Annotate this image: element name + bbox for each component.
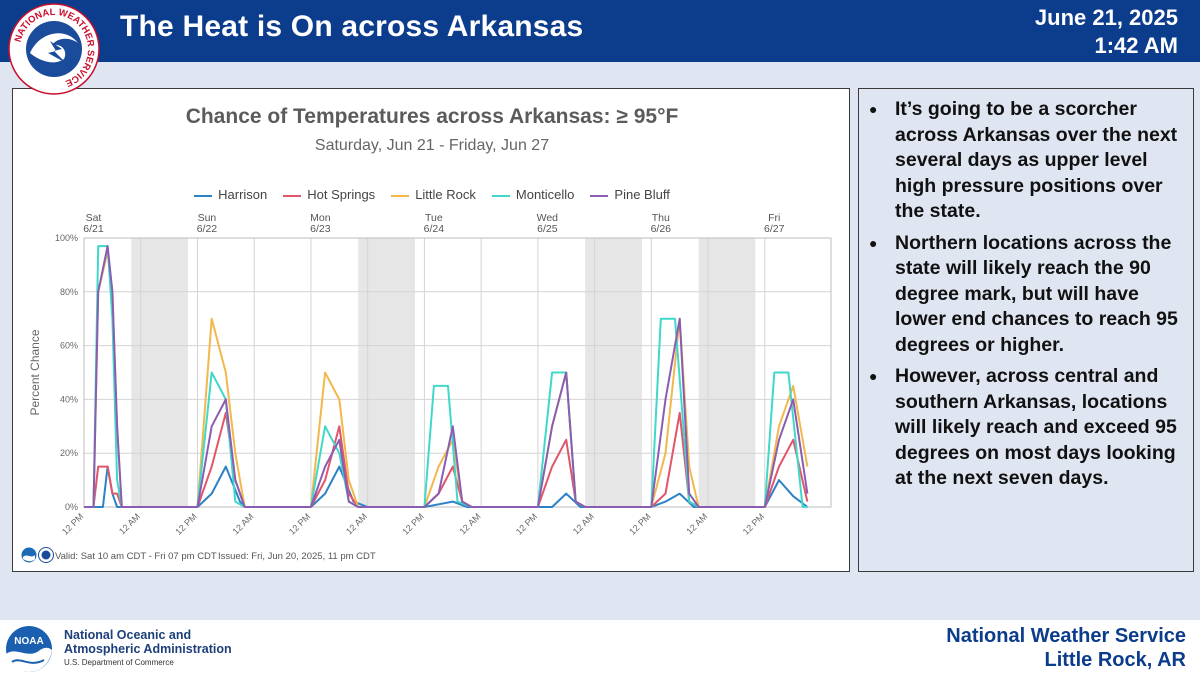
nws-office-line2: Little Rock, AR [1044, 649, 1187, 671]
x-tick-label: 12 PM [60, 511, 85, 536]
nws-office: National Weather Service Little Rock, AR [946, 624, 1186, 672]
series-line-pine-bluff [84, 245, 809, 508]
legend-label: Pine Bluff [614, 187, 670, 202]
legend-swatch [283, 194, 302, 197]
x-tick-label: 12 PM [400, 511, 425, 536]
x-tick-label: 12 PM [514, 511, 539, 536]
legend-item[interactable]: Little Rock [391, 187, 476, 202]
issue-datetime: June 21, 2025 1:42 AM [1035, 4, 1178, 60]
y-tick-label: 100% [55, 233, 78, 243]
legend-item[interactable]: Pine Bluff [590, 187, 670, 202]
nws-office-line1: National Weather Service [946, 625, 1186, 647]
x-tick-label: 12 AM [684, 511, 709, 536]
bullet-dot-icon: ● [869, 101, 878, 117]
x-tick-label: 12 PM [287, 511, 312, 536]
issued-time: Issued: Fri, Jun 20, 2025, 11 pm CDT [218, 551, 376, 562]
chart-panel: Chance of Temperatures across Arkansas: … [12, 88, 850, 572]
header-bar: The Heat is On across Arkansas June 21, … [0, 0, 1200, 62]
night-shading [131, 238, 189, 507]
plot-border [83, 237, 832, 508]
nws-logo: NATIONAL WEATHER SERVICE [8, 3, 100, 95]
noaa-name: National Oceanic and Atmospheric Adminis… [64, 628, 232, 656]
noaa-department: U.S. Department of Commerce [64, 658, 174, 667]
y-tick-label: 20% [60, 448, 78, 458]
legend-label: Monticello [515, 187, 575, 202]
y-tick-label: 40% [60, 394, 78, 404]
chart-legend: Harrison Hot Springs Little Rock Monticello… [13, 187, 851, 202]
day-label: Wed [537, 212, 559, 224]
day-label: Tue [425, 212, 443, 224]
date-label: 6/22 [197, 223, 218, 235]
x-tick-label: 12 PM [173, 511, 198, 536]
legend-label: Little Rock [415, 187, 476, 202]
date-label: 6/26 [651, 223, 672, 235]
legend-item[interactable]: Harrison [194, 187, 267, 202]
bullet-item: ● However, across central and southern Ar… [869, 364, 1183, 492]
day-label: Mon [310, 212, 331, 224]
day-label: Sat [86, 212, 102, 224]
issue-date: June 21, 2025 [1034, 5, 1178, 30]
bullet-text: However, across central and southern Ark… [895, 365, 1177, 489]
noaa-logo-text: NOAA [14, 636, 43, 647]
x-tick-label: 12 PM [741, 511, 766, 536]
x-tick-label: 12 AM [344, 511, 369, 536]
date-label: 6/24 [424, 223, 445, 235]
valid-period: Valid: Sat 10 am CDT - Fri 07 pm CDT [55, 551, 217, 562]
bullet-dot-icon: ● [869, 234, 878, 251]
agency-small-logos [21, 547, 54, 563]
bullet-dot-icon: ● [869, 368, 878, 384]
noaa-name-line2: Atmospheric Administration [64, 642, 232, 656]
y-tick-label: 80% [60, 287, 78, 297]
night-shading [585, 238, 642, 507]
footer-bar: NOAA National Oceanic and Atmospheric Ad… [0, 620, 1200, 675]
x-tick-label: 12 AM [117, 511, 142, 536]
bullet-item: ● Northern locations across the state wil… [869, 231, 1183, 359]
bullet-item: ● It’s going to be a scorcher across Arka… [869, 97, 1183, 225]
day-label: Fri [768, 212, 780, 224]
legend-label: Hot Springs [307, 187, 376, 202]
legend-swatch [391, 194, 410, 197]
night-shading [358, 238, 415, 507]
date-label: 6/23 [310, 223, 331, 235]
day-label: Sun [198, 212, 217, 224]
bullet-text: It’s going to be a scorcher across Arkan… [895, 98, 1178, 222]
page-title: The Heat is On across Arkansas [120, 10, 584, 43]
bullet-text: Northern locations across the state will… [895, 231, 1178, 356]
date-label: 6/25 [537, 223, 558, 235]
discussion-panel: ● It’s going to be a scorcher across Arka… [858, 88, 1194, 572]
date-label: 6/27 [764, 223, 785, 235]
legend-label: Harrison [218, 187, 268, 202]
y-axis-title: Percent Chance [28, 329, 42, 415]
x-tick-label: 12 AM [457, 511, 482, 536]
chart-subtitle: Saturday, Jun 21 - Friday, Jun 27 [314, 137, 550, 154]
x-tick-label: 12 PM [627, 511, 652, 536]
y-tick-label: 60% [60, 341, 78, 351]
issue-time: 1:42 AM [1094, 33, 1178, 58]
x-tick-label: 12 AM [231, 511, 256, 536]
legend-swatch [491, 194, 510, 197]
chart-title: Chance of Temperatures across Arkansas: … [185, 105, 679, 128]
noaa-name-line1: National Oceanic and [64, 628, 192, 642]
day-label: Thu [652, 212, 670, 224]
noaa-logo: NOAA [6, 626, 52, 672]
x-tick-label: 12 AM [571, 511, 596, 536]
legend-swatch [194, 194, 213, 197]
y-tick-label: 0% [65, 502, 78, 512]
date-label: 6/21 [83, 223, 104, 235]
night-shading [698, 238, 756, 507]
chart-plot: 0% 20% 40% 60% 80% 100% 12 PM 12 AM 12 PM 12 AM 12… [28, 212, 832, 537]
legend-item[interactable]: Hot Springs [283, 187, 375, 202]
legend-swatch [590, 194, 609, 197]
legend-item[interactable]: Monticello [491, 187, 575, 202]
